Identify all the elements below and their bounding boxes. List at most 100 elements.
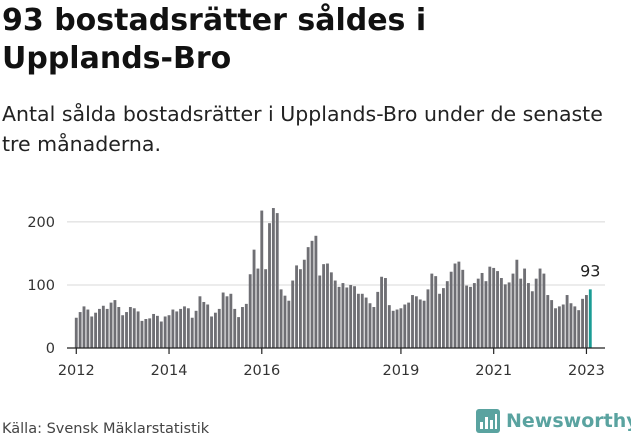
bar [82, 306, 86, 348]
bar [287, 300, 291, 348]
bar [291, 280, 295, 348]
bar [117, 307, 121, 348]
bar [210, 316, 213, 348]
bar [418, 299, 422, 348]
bar [326, 263, 329, 348]
bar [414, 296, 418, 348]
bar [78, 312, 82, 348]
source-note: Källa: Svensk Mäklarstatistik [2, 421, 210, 437]
bar [360, 293, 364, 348]
bar [148, 318, 152, 348]
bar [190, 317, 194, 348]
brand-logo[interactable]: Newsworthy [476, 409, 631, 433]
bar [492, 267, 496, 348]
bar [442, 288, 445, 348]
bar [511, 273, 515, 348]
bar [407, 302, 411, 348]
bar [496, 271, 499, 348]
bar [275, 213, 279, 348]
bar [519, 278, 523, 348]
bar [395, 309, 399, 348]
bar [391, 310, 395, 348]
bar [94, 312, 98, 348]
bar [469, 286, 472, 348]
bar [271, 208, 275, 348]
bar [206, 304, 210, 348]
bar [159, 321, 163, 348]
bar [113, 300, 117, 348]
bar [90, 316, 94, 348]
bar [438, 293, 441, 348]
bar [554, 308, 557, 348]
bar [198, 296, 202, 348]
bar [229, 293, 233, 348]
bar [318, 275, 322, 348]
bar [144, 319, 148, 348]
bar [573, 306, 577, 348]
bar [585, 295, 588, 348]
bar [225, 296, 229, 348]
brand-name: Newsworthy [506, 410, 631, 432]
x-tick-label: 2014 [151, 363, 188, 379]
bar [565, 295, 569, 348]
bar [132, 308, 136, 348]
bar [484, 281, 488, 348]
bar [353, 286, 356, 348]
bar [465, 285, 469, 348]
bar [380, 276, 384, 348]
bar [171, 309, 175, 348]
bar [302, 259, 306, 348]
bar [186, 308, 190, 348]
bar [523, 268, 527, 348]
x-tick-label: 2012 [58, 363, 95, 379]
bar [515, 259, 519, 348]
bar [121, 315, 125, 348]
bar [167, 315, 171, 348]
bar [411, 295, 414, 348]
bar [233, 308, 237, 348]
bar [314, 235, 318, 348]
bar [368, 303, 372, 348]
bar [387, 305, 391, 348]
bar [399, 308, 403, 348]
bar [101, 305, 105, 348]
bar [476, 278, 480, 348]
bar [74, 317, 78, 348]
bar [264, 269, 268, 348]
bar [426, 289, 430, 348]
bar [577, 310, 581, 348]
bar [183, 306, 186, 348]
bar [457, 261, 461, 348]
bar [530, 291, 534, 348]
bar [384, 278, 387, 348]
y-tick-label: 200 [27, 215, 55, 231]
bar [310, 240, 314, 348]
page-title: 93 bostadsrätter såldes i Upplands-Bro [2, 3, 427, 76]
bar [449, 271, 453, 348]
bar [260, 210, 264, 348]
bar [337, 286, 341, 348]
bar-chart: 0 100 200 2012 2014 2016 2019 2021 2023 93 [27, 208, 605, 379]
x-tick-label: 2021 [475, 363, 512, 379]
bar [333, 280, 337, 348]
x-tick-label: 2023 [568, 363, 605, 379]
bar [98, 308, 101, 348]
bar [128, 307, 132, 348]
bar [213, 312, 217, 348]
bar [503, 284, 507, 348]
bar [194, 310, 198, 348]
bar [550, 300, 554, 348]
bar [156, 315, 159, 348]
x-tick-label: 2016 [243, 363, 280, 379]
bar [136, 311, 140, 348]
bar [244, 303, 248, 348]
bar [252, 249, 256, 348]
bar [109, 302, 113, 348]
bar [422, 300, 426, 348]
bar [557, 306, 561, 348]
bar [283, 295, 287, 348]
bar [488, 266, 492, 348]
bar [364, 297, 368, 348]
bar [480, 272, 484, 348]
bar [322, 264, 326, 348]
